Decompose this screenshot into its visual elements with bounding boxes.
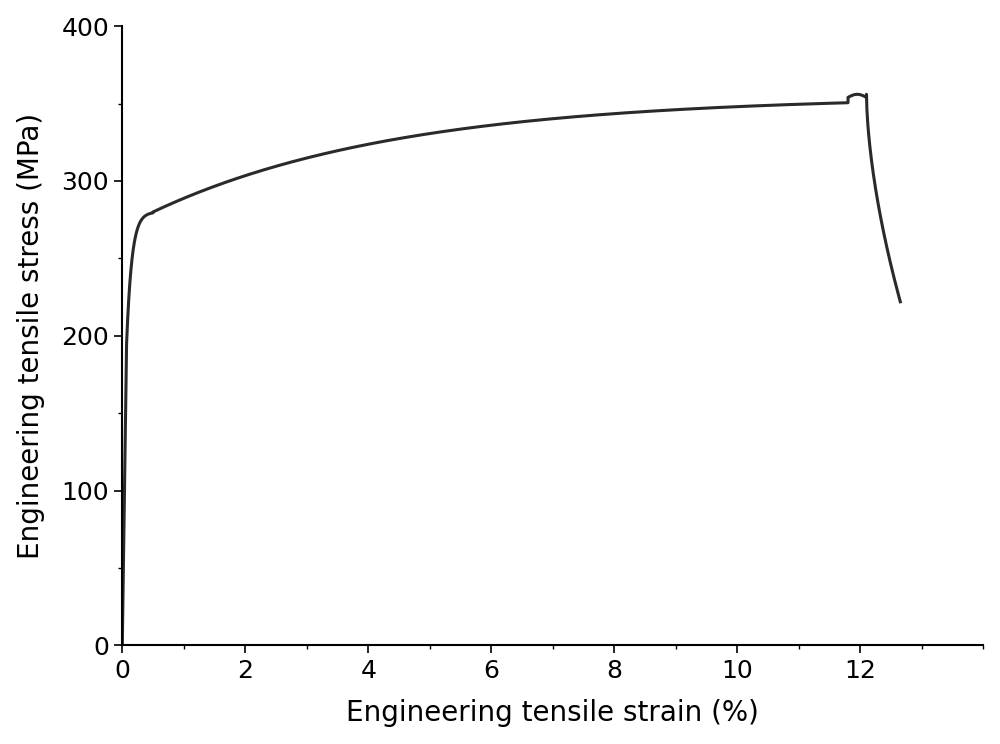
X-axis label: Engineering tensile strain (%): Engineering tensile strain (%): [346, 699, 759, 728]
Y-axis label: Engineering tensile stress (MPa): Engineering tensile stress (MPa): [17, 113, 45, 559]
